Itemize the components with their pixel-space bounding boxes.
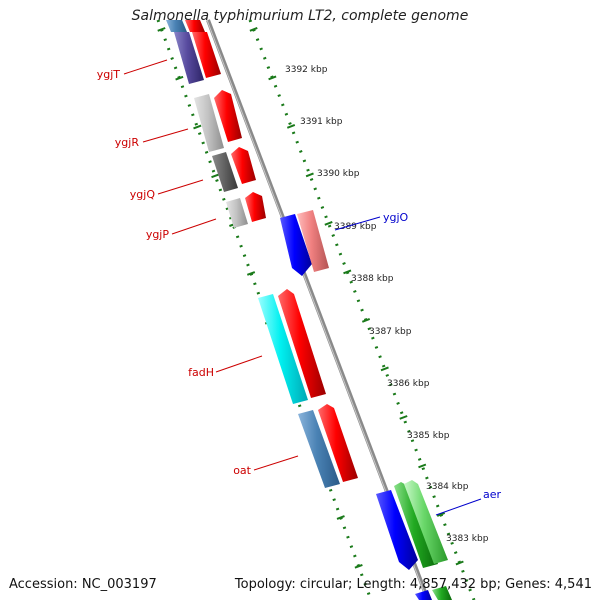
gene-label-ygjT[interactable]: ygjT xyxy=(97,68,121,81)
inner-tick-5 xyxy=(246,271,256,276)
gene-feature-bottom-blue[interactable] xyxy=(415,590,432,600)
outer-tick-11 xyxy=(455,560,464,566)
inner-tick-3 xyxy=(211,173,220,179)
outer-tick-6 xyxy=(361,317,371,323)
tick-marks-outer xyxy=(249,26,464,566)
gene-feature-top-steel[interactable] xyxy=(166,20,187,32)
gene-ygjP-forward[interactable] xyxy=(245,192,266,222)
leader-ygjT xyxy=(123,59,168,75)
gene-ygjP-reverse[interactable] xyxy=(226,198,248,228)
outer-tick-9 xyxy=(418,463,427,469)
gene-aer-forward-2[interactable] xyxy=(404,480,448,564)
outer-tick-2 xyxy=(286,123,296,129)
tick-label-3383: 3383 kbp xyxy=(446,534,489,544)
leader-fadH xyxy=(215,355,263,373)
gene-feature-top-red[interactable] xyxy=(185,20,205,32)
gene-labels: ygjT ygjR ygjQ ygjP fadH oat ygjO aer xyxy=(97,68,502,501)
tick-label-3392: 3392 kbp xyxy=(285,65,328,75)
gene-ygjT-reverse[interactable] xyxy=(174,32,204,84)
leader-oat xyxy=(253,455,299,471)
gene-fadH-reverse[interactable] xyxy=(258,294,308,404)
tick-label-3386: 3386 kbp xyxy=(387,379,430,389)
tick-label-3385: 3385 kbp xyxy=(407,431,450,441)
gene-label-fadH[interactable]: fadH xyxy=(188,366,214,379)
gene-label-ygjQ[interactable]: ygjQ xyxy=(130,188,156,201)
gene-ygjO-forward[interactable] xyxy=(297,210,329,272)
tick-label-3384: 3384 kbp xyxy=(426,482,469,492)
gene-ygjR-forward[interactable] xyxy=(214,90,242,142)
inner-tick-1 xyxy=(175,75,184,81)
gene-fadH-forward[interactable] xyxy=(278,289,326,398)
accession-label: Accession: NC_003197 xyxy=(9,577,157,592)
outer-tick-3 xyxy=(305,172,314,178)
genome-title: Salmonella typhimurium LT2, complete gen… xyxy=(131,8,469,24)
outer-tick-7 xyxy=(380,366,389,372)
leader-aer xyxy=(435,498,482,516)
tick-label-3389: 3389 kbp xyxy=(334,222,377,232)
gene-feature-bottom-green[interactable] xyxy=(432,586,452,600)
outer-tick-10 xyxy=(436,512,446,517)
outer-tick-4 xyxy=(324,220,333,226)
gene-label-ygjP[interactable]: ygjP xyxy=(146,228,170,241)
gene-label-ygjR[interactable]: ygjR xyxy=(115,136,140,149)
inner-tick-10 xyxy=(336,515,345,520)
gene-aer-reverse[interactable] xyxy=(376,490,418,570)
gene-label-aer[interactable]: aer xyxy=(483,488,502,501)
gene-aer-forward[interactable] xyxy=(394,482,438,568)
leader-ygjO xyxy=(334,216,381,231)
leader-ygjP xyxy=(171,218,217,235)
outer-tick-0 xyxy=(249,26,258,32)
tick-label-3388: 3388 kbp xyxy=(351,274,394,284)
tick-label-3390: 3390 kbp xyxy=(317,169,360,179)
tick-label-3387: 3387 kbp xyxy=(369,327,412,337)
inner-tick-2 xyxy=(193,124,202,130)
gene-features xyxy=(166,20,452,600)
topology-label: Topology: circular; Length: 4,857,432 bp… xyxy=(234,577,592,592)
dotted-track-outer xyxy=(248,19,476,600)
gene-oat-forward[interactable] xyxy=(318,404,358,482)
label-leader-lines xyxy=(123,59,482,516)
gene-label-oat[interactable]: oat xyxy=(233,464,251,477)
outer-tick-5 xyxy=(343,269,352,275)
inner-tick-11 xyxy=(354,563,363,569)
gene-oat-reverse[interactable] xyxy=(298,410,340,488)
leader-ygjQ xyxy=(157,179,204,195)
gene-ygjT-forward[interactable] xyxy=(192,32,221,78)
leader-ygjR xyxy=(142,128,189,143)
tick-labels: 3392 kbp 3391 kbp 3390 kbp 3389 kbp 3388… xyxy=(285,65,489,544)
gene-label-ygjO[interactable]: ygjO xyxy=(383,211,409,224)
tick-label-3391: 3391 kbp xyxy=(300,117,343,127)
outer-tick-8 xyxy=(399,415,408,420)
gene-ygjQ-forward[interactable] xyxy=(231,147,256,184)
gene-ygjQ-reverse[interactable] xyxy=(212,152,238,192)
inner-tick-0 xyxy=(157,27,166,32)
outer-tick-1 xyxy=(268,75,277,81)
gene-ygjO-reverse[interactable] xyxy=(280,214,312,276)
gene-ygjR-reverse[interactable] xyxy=(194,94,224,152)
